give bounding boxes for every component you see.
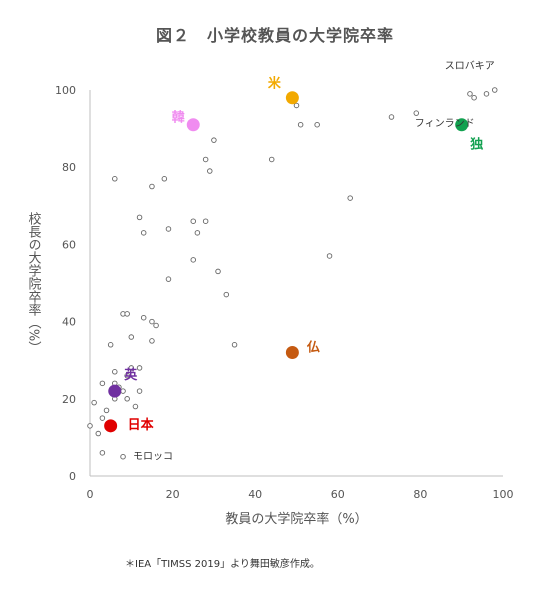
y-tick-label: 60 bbox=[62, 238, 76, 251]
highlight-label: 韓 bbox=[172, 110, 185, 126]
highlight-label: 英 bbox=[123, 367, 138, 383]
y-tick-label: 0 bbox=[69, 470, 76, 483]
data-point bbox=[161, 176, 168, 182]
y-axis-label: 校長の大学院卒率（%） bbox=[26, 211, 42, 354]
data-point bbox=[207, 168, 213, 174]
highlight-point bbox=[285, 345, 299, 359]
highlight-label: 米 bbox=[268, 76, 282, 92]
data-point bbox=[223, 291, 230, 298]
data-point bbox=[149, 183, 155, 190]
data-point bbox=[471, 94, 477, 101]
data-point bbox=[491, 87, 498, 93]
data-point bbox=[140, 314, 147, 321]
data-point bbox=[99, 380, 106, 387]
data-point bbox=[388, 114, 395, 120]
data-point bbox=[107, 342, 114, 348]
data-point bbox=[91, 399, 97, 406]
x-tick-label: 60 bbox=[331, 488, 345, 501]
y-tick-label: 40 bbox=[62, 316, 76, 329]
data-point bbox=[120, 453, 126, 460]
data-point bbox=[293, 102, 300, 109]
x-axis-label: 教員の大学院卒率（%） bbox=[225, 511, 367, 527]
highlight-label: 独 bbox=[470, 137, 483, 153]
highlight-point bbox=[186, 118, 200, 132]
data-point bbox=[132, 403, 139, 410]
data-point bbox=[103, 407, 110, 414]
data-point bbox=[165, 276, 172, 282]
annotation-label: フィンランド bbox=[415, 117, 475, 129]
annotation-label: スロバキア bbox=[445, 60, 495, 72]
data-point bbox=[202, 218, 209, 224]
data-point bbox=[95, 430, 102, 437]
data-point bbox=[190, 218, 196, 224]
data-point bbox=[190, 257, 196, 263]
x-tick-label: 100 bbox=[493, 488, 514, 501]
data-point bbox=[124, 396, 130, 402]
highlight-label: 日本 bbox=[128, 417, 154, 433]
data-point bbox=[140, 230, 147, 236]
chart-title: 図２ 小学校教員の大学院卒率 bbox=[155, 26, 394, 45]
data-point bbox=[347, 195, 353, 201]
highlight-point bbox=[104, 419, 118, 433]
data-point bbox=[202, 156, 209, 163]
annotation-label: モロッコ bbox=[133, 452, 173, 463]
data-point bbox=[124, 311, 130, 317]
data-point bbox=[99, 450, 106, 456]
data-point bbox=[136, 214, 143, 221]
data-point bbox=[194, 230, 201, 236]
data-point bbox=[153, 322, 159, 329]
data-point bbox=[112, 176, 118, 182]
data-point bbox=[128, 365, 135, 371]
data-point bbox=[231, 342, 238, 348]
y-tick-label: 100 bbox=[55, 84, 76, 97]
data-point bbox=[136, 388, 143, 394]
data-point bbox=[149, 318, 155, 325]
x-tick-label: 40 bbox=[248, 488, 262, 501]
source-note: ＊IEA「TIMSS 2019」より舞田敏彦作成。 bbox=[125, 559, 320, 570]
data-point bbox=[149, 338, 155, 344]
data-point bbox=[326, 253, 333, 259]
data-point bbox=[215, 268, 221, 275]
data-point bbox=[87, 423, 93, 429]
data-point bbox=[120, 388, 126, 394]
data-point bbox=[297, 121, 304, 128]
data-point bbox=[165, 226, 172, 232]
data-point bbox=[112, 369, 118, 375]
highlight-point bbox=[285, 91, 299, 105]
data-point bbox=[483, 91, 490, 97]
data-point bbox=[467, 91, 473, 97]
data-point bbox=[136, 365, 143, 371]
data-point bbox=[211, 137, 217, 143]
data-point bbox=[124, 372, 130, 379]
highlight-point bbox=[108, 384, 122, 398]
highlight-point bbox=[455, 118, 469, 132]
data-point bbox=[128, 334, 135, 340]
highlight-label: 仏 bbox=[307, 340, 320, 355]
y-tick-label: 20 bbox=[62, 393, 76, 406]
data-point bbox=[413, 110, 420, 116]
x-tick-label: 0 bbox=[87, 488, 94, 501]
data-point bbox=[314, 121, 320, 128]
y-tick-label: 80 bbox=[62, 161, 76, 174]
x-tick-label: 20 bbox=[166, 488, 180, 501]
x-tick-label: 80 bbox=[413, 488, 427, 501]
data-point bbox=[99, 415, 106, 421]
data-point bbox=[268, 156, 275, 163]
